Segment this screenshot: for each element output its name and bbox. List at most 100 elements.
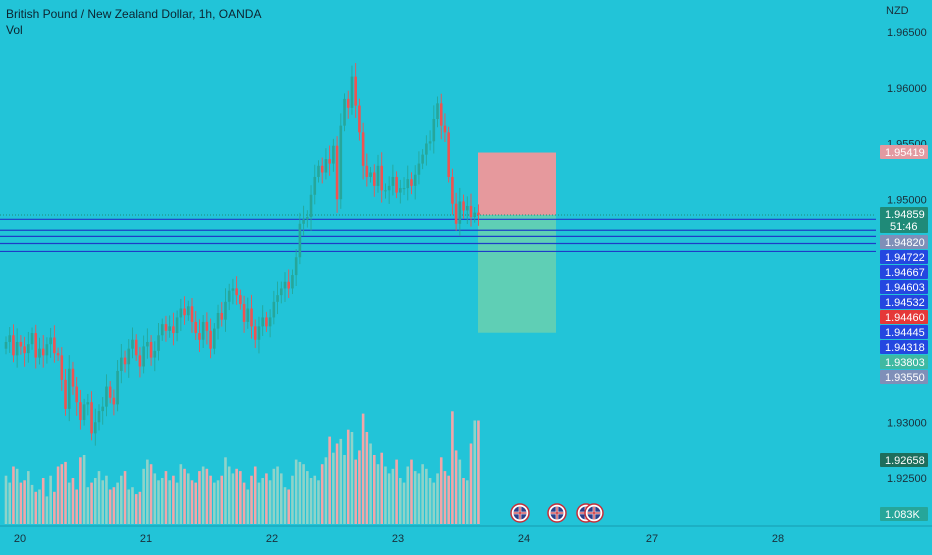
candle <box>425 135 428 166</box>
candle-body <box>257 326 261 340</box>
price-tag: 1.94667 <box>880 265 928 279</box>
volume-bar <box>160 478 164 524</box>
candle-body <box>406 179 410 189</box>
candle <box>350 65 354 115</box>
volume-bar <box>190 480 194 524</box>
candle <box>34 324 38 369</box>
volume-bar <box>71 478 75 524</box>
candle <box>4 336 8 355</box>
candle <box>339 113 343 209</box>
candle <box>279 281 283 304</box>
volume-bar <box>15 468 19 524</box>
candle <box>168 315 171 338</box>
candle-body <box>34 333 38 358</box>
y-tick-label: 1.95000 <box>887 194 927 206</box>
price-tag-box <box>880 235 928 249</box>
candle-body <box>391 176 395 186</box>
candle-body <box>242 304 246 322</box>
candle-body <box>246 308 250 322</box>
volume-bar <box>120 475 123 524</box>
candle <box>123 350 127 373</box>
candle <box>439 93 443 140</box>
volume-bar <box>49 475 52 524</box>
volume-bar <box>268 480 272 524</box>
candle-body <box>317 165 320 177</box>
candle <box>64 368 67 416</box>
volume-bar <box>417 473 421 524</box>
candle-body <box>153 350 157 358</box>
candle-body <box>194 321 198 334</box>
candle-body <box>287 281 291 289</box>
candle <box>108 381 112 404</box>
x-tick-label: 23 <box>392 533 404 545</box>
x-axis: 20 21 22 23 24 27 28 <box>14 533 784 545</box>
volume-bar <box>406 466 410 524</box>
y-tick-label: 1.92500 <box>887 473 927 485</box>
candle <box>101 397 105 425</box>
volume-bar <box>242 482 246 524</box>
volume-bar <box>60 464 64 524</box>
volume-bar <box>335 443 339 524</box>
candle-body <box>354 76 357 106</box>
candle <box>410 172 413 195</box>
candle <box>19 335 23 355</box>
volume-bar <box>332 452 335 524</box>
candle-body <box>131 339 134 349</box>
volume-bar <box>454 450 458 524</box>
price-tag: 1.92658 <box>880 453 928 467</box>
price-tag-box <box>880 265 928 279</box>
volume-bar <box>4 475 8 524</box>
x-tick-label: 22 <box>266 533 278 545</box>
candle-body <box>439 103 443 126</box>
candle <box>41 335 45 368</box>
volume-bar <box>56 466 60 524</box>
candle <box>406 165 410 201</box>
candle <box>469 193 473 227</box>
volume-bar <box>265 473 268 524</box>
candle <box>302 205 305 237</box>
candle <box>224 288 227 332</box>
candle <box>328 145 331 176</box>
price-tag-box <box>880 310 928 324</box>
candle <box>361 122 365 180</box>
candle-body <box>283 281 287 289</box>
price-tag: 1.94532 <box>880 295 928 309</box>
candle-body <box>447 132 450 177</box>
volume-bar <box>146 459 149 524</box>
volume-bar <box>372 455 376 524</box>
volume-bar <box>112 487 116 524</box>
candle <box>49 327 52 358</box>
volume-bar <box>291 475 294 524</box>
candle-body <box>127 348 131 365</box>
candle-body <box>265 317 268 327</box>
price-tag-label: 1.94460 <box>885 312 925 324</box>
candle <box>413 165 417 200</box>
volume-bar <box>45 496 49 524</box>
volume-bar <box>469 443 473 524</box>
volume-bar <box>142 468 145 524</box>
candle-body <box>101 406 105 412</box>
candle-body <box>164 324 168 331</box>
candle-body <box>395 176 398 193</box>
x-tick-label: 27 <box>646 533 658 545</box>
volume-bar <box>38 489 41 524</box>
volume-bar <box>354 459 357 524</box>
price-tag-label: 1.083K <box>885 509 921 521</box>
volume-bar <box>231 473 235 524</box>
candle <box>175 310 179 342</box>
candle <box>56 347 60 361</box>
volume-bar <box>343 455 346 524</box>
price-tag-label: 1.94859 <box>885 209 925 221</box>
price-tag-label: 1.94667 <box>885 267 925 279</box>
volume-bar <box>41 478 45 524</box>
chart-header: British Pound / New Zealand Dollar, 1h, … <box>6 6 261 38</box>
candle <box>239 289 242 310</box>
candle-body <box>361 132 365 166</box>
y-tick-label: 1.93000 <box>887 417 927 429</box>
candle <box>164 315 168 342</box>
volume-indicator-label[interactable]: Vol <box>6 23 23 37</box>
candle <box>134 334 138 361</box>
candle <box>209 318 212 359</box>
